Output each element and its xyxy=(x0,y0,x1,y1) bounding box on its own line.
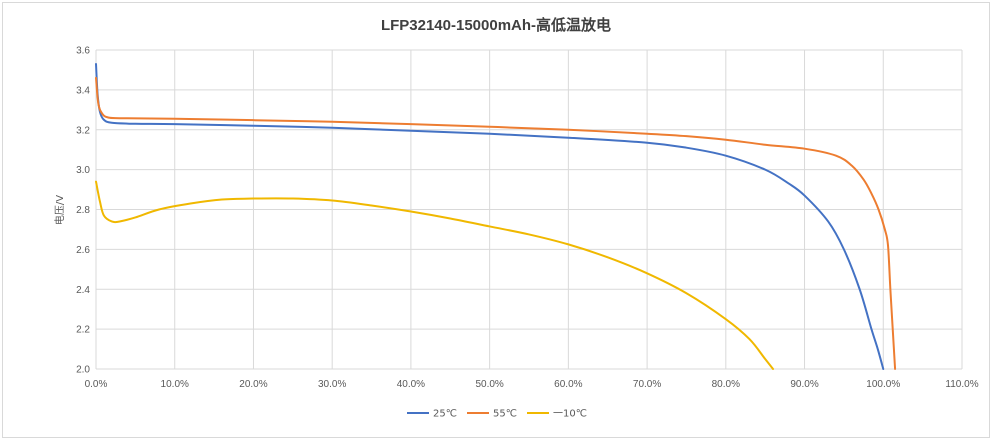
series-line-2 xyxy=(95,76,897,370)
y-tick-label: 2.0 xyxy=(76,365,90,376)
legend-label: 25℃ xyxy=(433,409,457,420)
chart-title: LFP32140-15000mAh-高低温放电 xyxy=(381,16,611,34)
x-tick-label: 40.0% xyxy=(397,379,425,390)
y-tick-label: 3.2 xyxy=(76,125,90,136)
x-tick-label: 10.0% xyxy=(161,379,189,390)
y-tick-label: 2.4 xyxy=(76,285,90,296)
x-tick-label: 0.0% xyxy=(85,379,108,390)
y-tick-label: 3.0 xyxy=(76,165,90,176)
series-layer xyxy=(95,62,897,370)
y-tick-label: 3.4 xyxy=(76,85,90,96)
x-tick-label: 90.0% xyxy=(790,379,818,390)
y-tick-label: 2.2 xyxy=(76,325,90,336)
x-tick-label: 20.0% xyxy=(239,379,267,390)
y-axis-title: 电压/V xyxy=(53,195,66,225)
x-tick-label: 60.0% xyxy=(554,379,582,390)
x-tick-labels: 0.0% 10.0% 20.0% 30.0% 40.0% 50.0% 60.0% 70.0% 8… xyxy=(85,379,979,390)
legend: 25℃ 55℃ 一10℃ xyxy=(407,409,587,420)
y-tick-label: 2.6 xyxy=(76,245,90,256)
y-tick-labels: 2.0 2.2 2.4 2.6 2.8 3.0 3.2 3.4 3.6 xyxy=(76,46,90,376)
x-tick-label: 100.0% xyxy=(866,379,900,390)
x-tick-label: 70.0% xyxy=(633,379,661,390)
x-tick-label: 110.0% xyxy=(945,379,978,390)
legend-label: 55℃ xyxy=(493,409,517,420)
legend-label: 一10℃ xyxy=(553,409,587,420)
x-tick-label: 80.0% xyxy=(712,379,740,390)
y-tick-label: 2.8 xyxy=(76,205,90,216)
y-tick-label: 3.6 xyxy=(76,46,90,57)
grid-layer xyxy=(95,49,963,370)
series-line-3 xyxy=(95,180,775,370)
series-line-1 xyxy=(95,62,885,370)
x-tick-label: 30.0% xyxy=(318,379,346,390)
x-tick-label: 50.0% xyxy=(475,379,503,390)
